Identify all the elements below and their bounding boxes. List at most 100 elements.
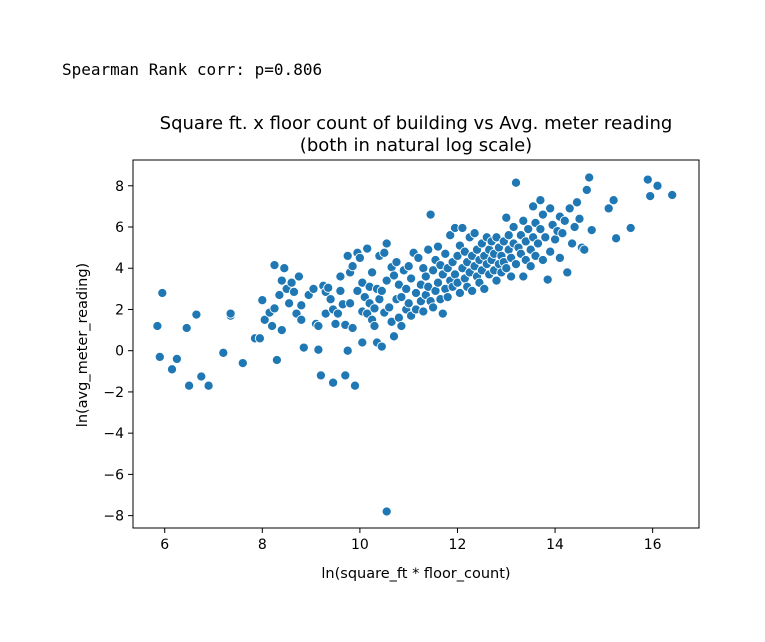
data-point [396, 320, 407, 332]
data-point [550, 234, 561, 245]
y-tick-label: −8 [103, 509, 124, 525]
data-point [545, 246, 556, 257]
x-tick-label: 16 [644, 537, 662, 553]
x-tick-label: 6 [160, 537, 169, 553]
data-point [403, 298, 414, 309]
data-point [652, 180, 663, 191]
data-point [298, 342, 309, 353]
data-point [393, 312, 404, 323]
data-point [345, 298, 356, 309]
data-point [349, 380, 361, 391]
data-point [269, 303, 280, 314]
data-point [286, 277, 297, 288]
data-point [418, 263, 429, 274]
data-point [518, 271, 529, 282]
data-point [376, 285, 387, 296]
data-point [323, 282, 334, 293]
data-point [449, 269, 461, 280]
data-point [288, 286, 300, 297]
data-point [330, 318, 341, 329]
data-point [325, 294, 336, 305]
data-point [269, 260, 280, 271]
data-point [584, 172, 595, 183]
data-point [603, 203, 614, 214]
data-point [271, 354, 282, 366]
data-point [308, 283, 319, 294]
y-tick-label: −4 [103, 426, 124, 442]
data-point [352, 285, 363, 296]
data-point [425, 209, 436, 220]
data-point [381, 275, 392, 286]
data-point [537, 209, 548, 220]
data-point [642, 174, 653, 185]
data-point [357, 337, 368, 348]
data-point [440, 248, 451, 259]
data-point [369, 303, 380, 314]
data-point [428, 302, 439, 313]
data-point [154, 351, 165, 362]
data-point [457, 222, 468, 234]
data-point [354, 252, 365, 263]
data-point [388, 331, 400, 342]
data-point [196, 371, 207, 382]
data-point [347, 322, 358, 334]
data-point [503, 230, 514, 241]
data-point [171, 353, 182, 364]
data-point [437, 308, 448, 319]
data-point [562, 267, 573, 278]
data-point [586, 225, 597, 236]
data-point [523, 224, 534, 235]
y-axis-label: ln(avg_meter_reading) [75, 263, 91, 427]
y-tick-label: 0 [115, 344, 124, 360]
data-point [335, 285, 346, 296]
data-point [225, 308, 236, 319]
data-point [391, 257, 402, 268]
data-point [376, 341, 387, 352]
data-point [423, 244, 434, 255]
data-point [342, 250, 353, 261]
data-point [469, 228, 480, 239]
data-point [571, 197, 583, 208]
data-point [506, 271, 517, 282]
axes: 6 8 10 12 14 16 −8 −6 −4 −2 0 2 4 6 8 [103, 159, 700, 553]
data-point [166, 364, 178, 375]
y-tick-label: −6 [103, 467, 124, 483]
data-point [191, 309, 202, 320]
data-point [611, 233, 622, 244]
data-point [537, 254, 548, 266]
spearman-annotation: Spearman Rank corr: p=0.806 [62, 60, 323, 79]
data-point [445, 230, 456, 241]
data-point [342, 345, 353, 356]
data-point [420, 271, 431, 282]
data-point [374, 294, 385, 305]
data-point [501, 263, 512, 274]
data-point [274, 289, 285, 301]
data-point [508, 221, 519, 233]
data-point [542, 274, 553, 285]
data-point [203, 380, 214, 391]
data-point [467, 285, 478, 296]
y-tick-label: 6 [115, 220, 124, 236]
data-point [296, 314, 307, 325]
data-point [276, 275, 287, 286]
data-point [381, 238, 392, 249]
data-point [525, 261, 536, 272]
data-point [528, 201, 539, 212]
data-point [559, 215, 570, 226]
data-point [454, 287, 465, 299]
data-point [276, 325, 287, 336]
data-point [388, 270, 400, 281]
data-point [369, 320, 380, 332]
x-tick-label: 14 [546, 537, 564, 553]
data-point [379, 247, 390, 258]
plot-frame [132, 159, 700, 529]
data-point [184, 380, 195, 391]
data-point [335, 271, 346, 282]
data-point [152, 320, 163, 332]
data-point [535, 195, 546, 206]
data-points [152, 172, 678, 517]
data-point [403, 261, 414, 272]
data-point [340, 370, 351, 381]
data-point [296, 300, 307, 311]
data-point [532, 238, 544, 249]
